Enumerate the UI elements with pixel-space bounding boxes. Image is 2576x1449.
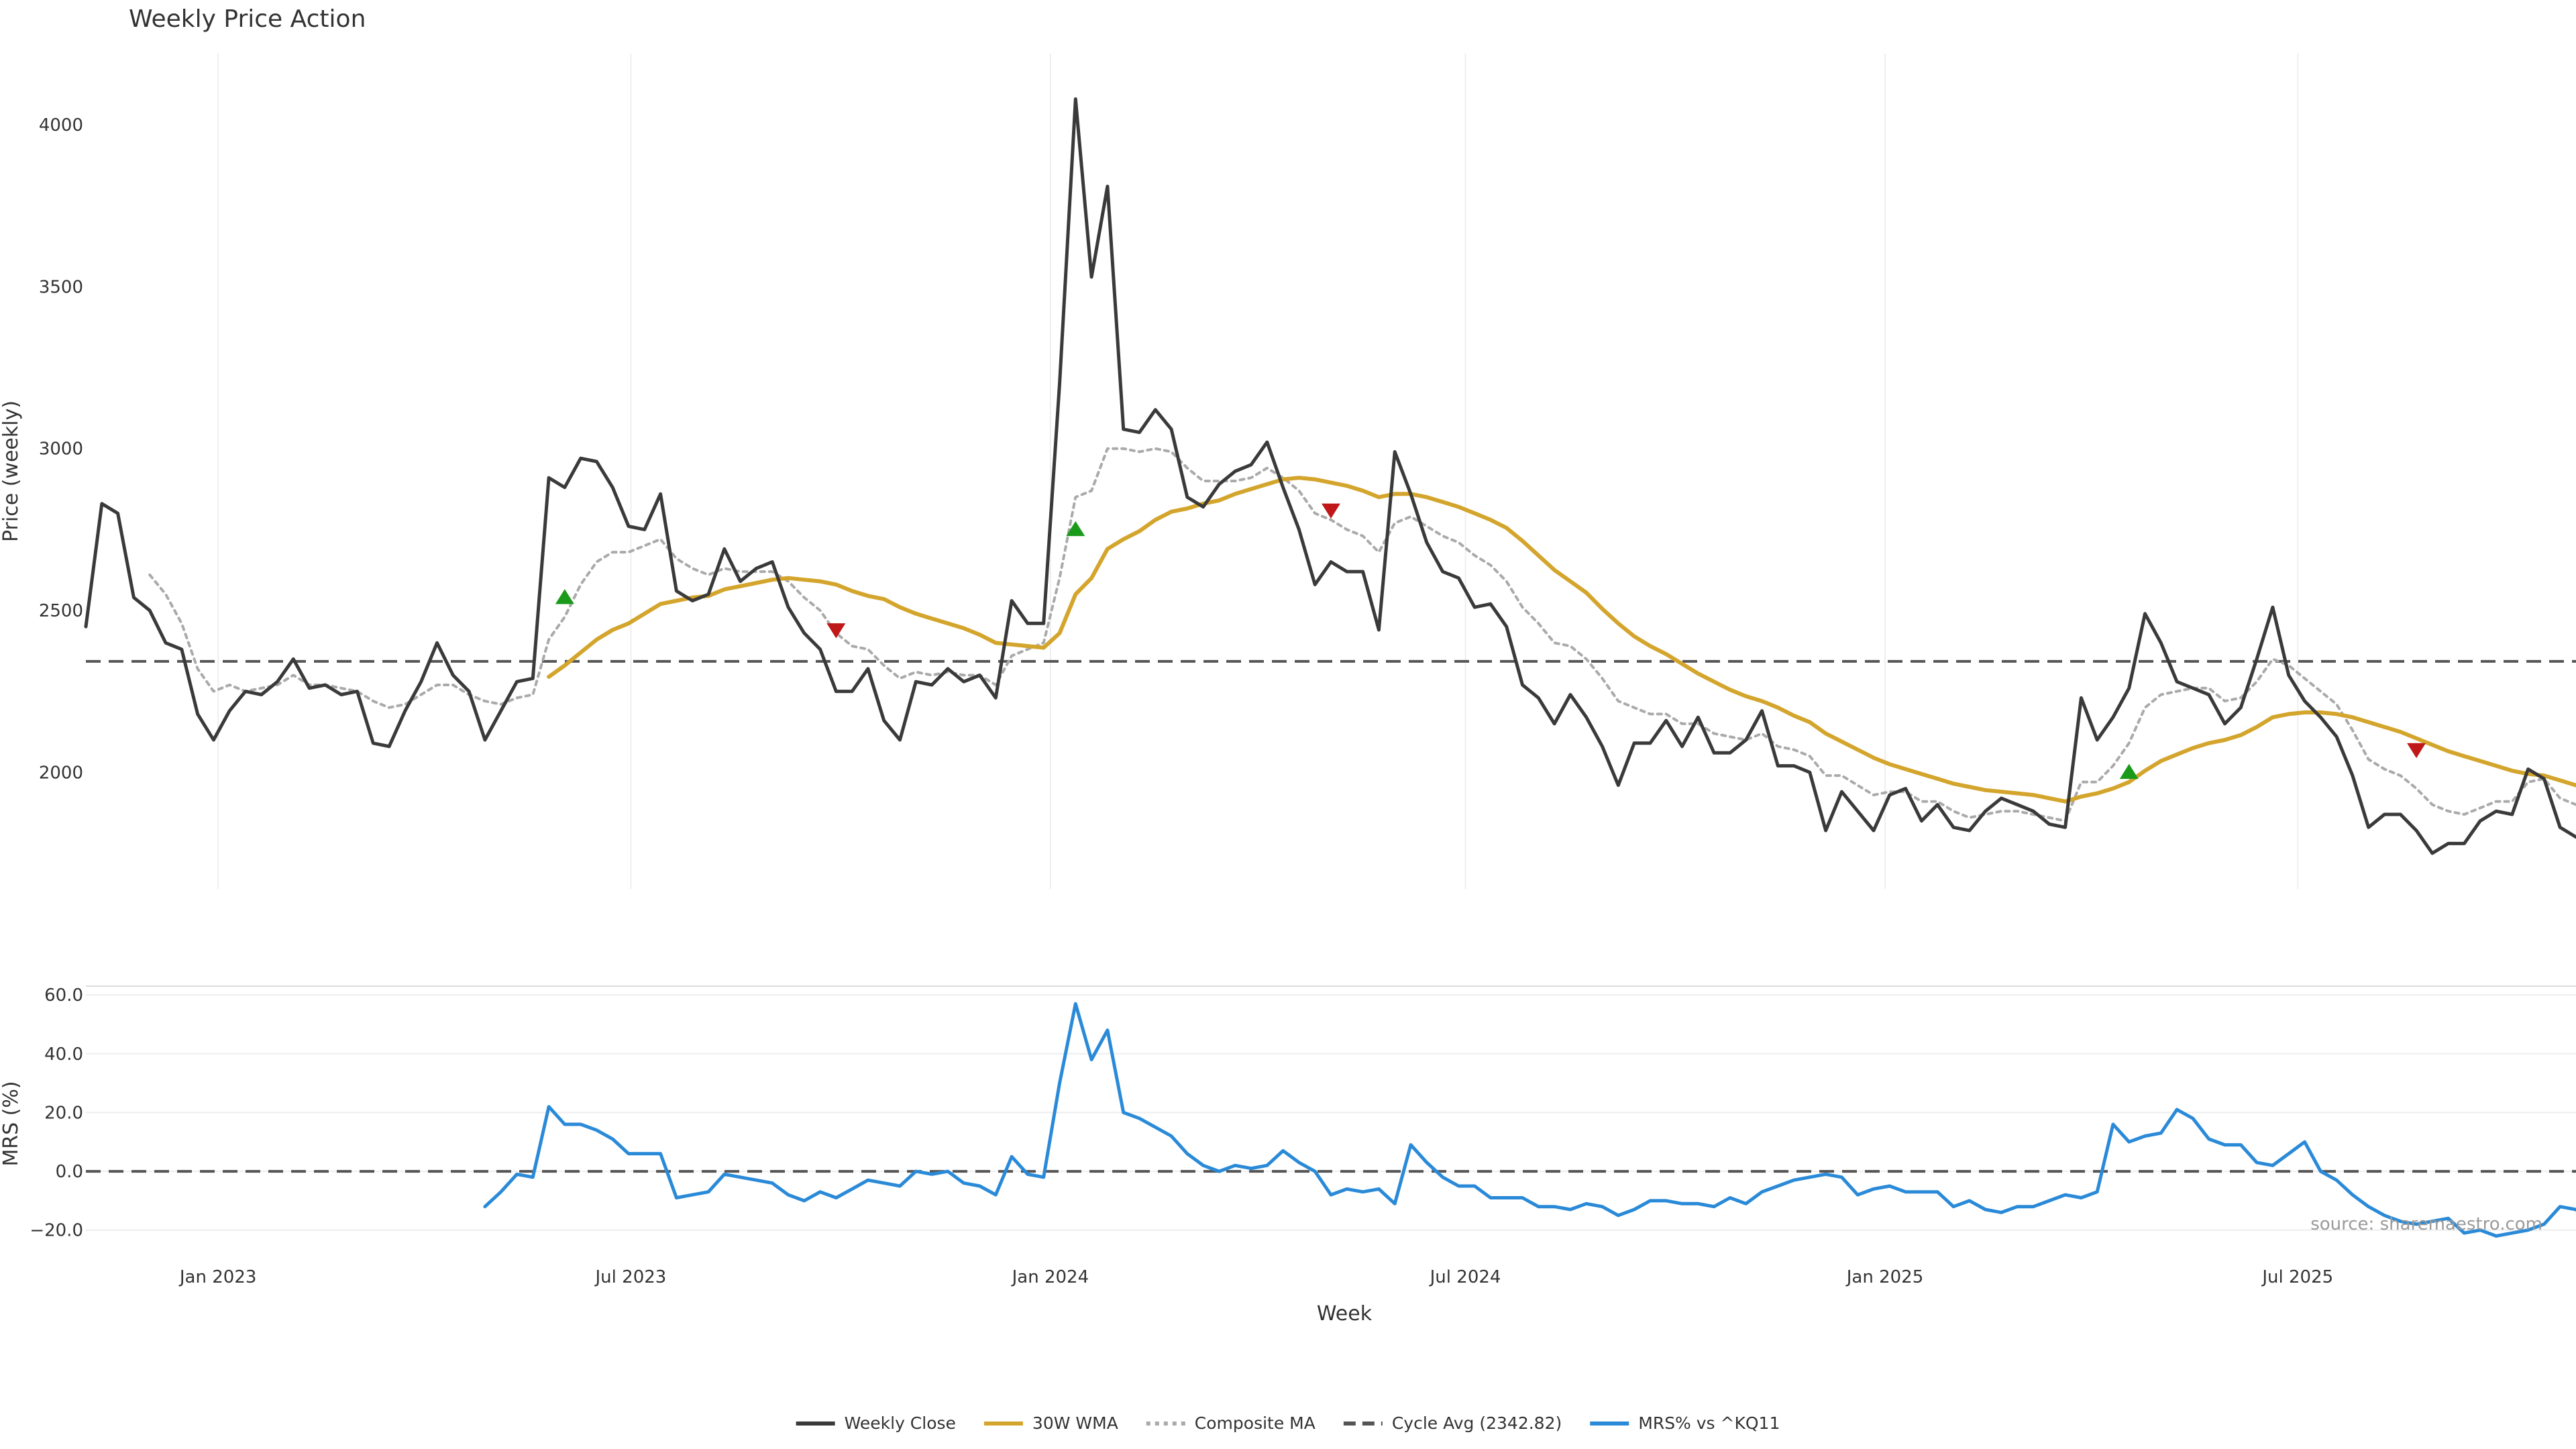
x-tick-label: Jan 2024 xyxy=(1011,1267,1089,1287)
mrs-grid xyxy=(86,994,2576,1231)
mrs-y-axis: −20.0 0.0 20.0 40.0 60.0 xyxy=(30,985,83,1241)
price-y-axis-label: Price (weekly) xyxy=(0,400,23,542)
x-tick-label: Jul 2023 xyxy=(594,1267,667,1287)
mrs-y-tick-label: 20.0 xyxy=(44,1103,83,1123)
legend-label: Composite MA xyxy=(1195,1413,1316,1433)
price-y-tick-label: 2500 xyxy=(39,601,83,621)
buy-signal-marker xyxy=(2119,763,2139,780)
price-y-tick-label: 3000 xyxy=(39,439,83,460)
buy-signal-marker xyxy=(555,589,574,604)
wma-30w-line xyxy=(547,476,2576,804)
price-y-axis: 2000 2500 3000 3500 4000 xyxy=(39,115,83,783)
price-y-tick-label: 2000 xyxy=(39,763,83,783)
x-axis-label: Week xyxy=(1317,1302,1373,1326)
mrs-line xyxy=(483,1002,2576,1238)
price-y-tick-label: 4000 xyxy=(39,115,83,136)
source-note: source: sharemaestro.com xyxy=(2310,1214,2542,1234)
mrs-y-tick-label: 40.0 xyxy=(44,1044,83,1065)
composite-ma-line xyxy=(148,447,2576,822)
x-tick-label: Jul 2024 xyxy=(1429,1267,1501,1287)
price-lines xyxy=(84,97,2576,855)
legend-label: Weekly Close xyxy=(845,1413,956,1433)
legend-label: Cycle Avg (2342.82) xyxy=(1392,1413,1562,1433)
mrs-y-axis-label: MRS (%) xyxy=(0,1081,23,1166)
mrs-y-tick-label: 0.0 xyxy=(56,1162,83,1182)
mrs-y-tick-label: −20.0 xyxy=(30,1221,83,1241)
mrs-lines xyxy=(86,1002,2576,1238)
price-grid xyxy=(217,54,2299,889)
sell-signal-marker xyxy=(1322,503,1340,519)
chart-title: Weekly Price Action xyxy=(129,5,366,33)
sell-signal-marker xyxy=(2407,743,2426,759)
sell-signal-marker xyxy=(826,623,846,639)
weekly-close-line xyxy=(84,97,2576,855)
x-tick-label: Jan 2023 xyxy=(178,1267,257,1287)
price-y-tick-label: 3500 xyxy=(39,277,83,297)
mrs-y-tick-label: 60.0 xyxy=(44,985,83,1006)
legend-label: MRS% vs ^KQ11 xyxy=(1638,1413,1780,1433)
x-tick-label: Jan 2025 xyxy=(1845,1267,1924,1287)
legend: Weekly Close 30W WMA Composite MA Cycle Avg… xyxy=(796,1413,1780,1433)
legend-label: 30W WMA xyxy=(1032,1413,1118,1433)
buy-signal-marker xyxy=(1066,521,1085,537)
x-tick-label: Jul 2025 xyxy=(2261,1267,2333,1287)
x-axis: Jan 2023 Jul 2023 Jan 2024 Jul 2024 Jan 2025… xyxy=(178,1267,2333,1287)
signal-markers xyxy=(555,503,2426,780)
